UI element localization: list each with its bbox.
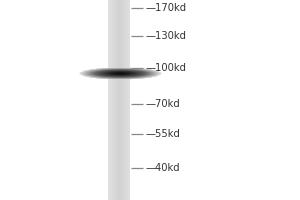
Text: —55kd: —55kd bbox=[146, 129, 180, 139]
Text: —70kd: —70kd bbox=[146, 99, 180, 109]
Text: —40kd: —40kd bbox=[146, 163, 180, 173]
Text: —100kd: —100kd bbox=[146, 63, 187, 73]
Text: —130kd: —130kd bbox=[146, 31, 187, 41]
Text: —170kd: —170kd bbox=[146, 3, 187, 13]
